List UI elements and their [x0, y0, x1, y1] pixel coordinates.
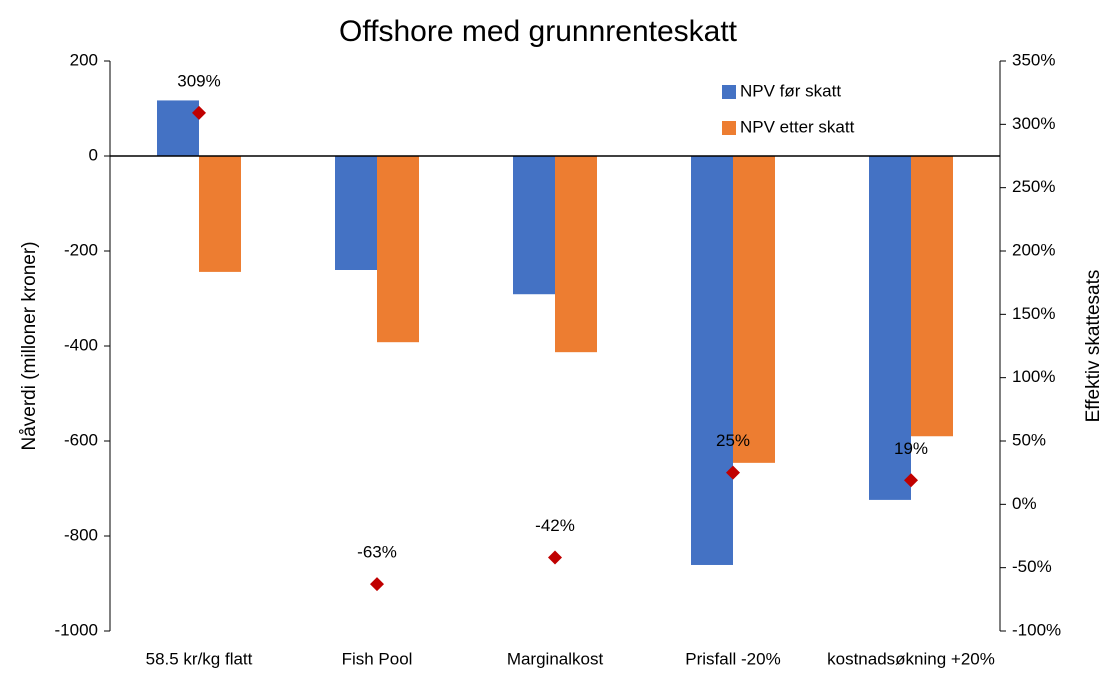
- y2-tick-label: 150%: [1012, 304, 1055, 323]
- y2-tick-label: 0%: [1012, 494, 1037, 513]
- x-tick-label: Prisfall -20%: [685, 649, 780, 668]
- bar: [733, 156, 775, 463]
- y-tick-label: -200: [64, 240, 98, 259]
- y-axis-title: Nåverdi (milloner kroner): [19, 241, 40, 450]
- y2-tick-label: 100%: [1012, 367, 1055, 386]
- y-tick-label: -800: [64, 525, 98, 544]
- bar: [691, 156, 733, 565]
- marker: [192, 105, 206, 120]
- bar: [513, 156, 555, 295]
- x-tick-label: Marginalkost: [507, 649, 604, 668]
- bar: [199, 156, 241, 272]
- y2-tick-label: -50%: [1012, 557, 1052, 576]
- marker: [726, 465, 740, 480]
- legend-swatch: [722, 85, 736, 99]
- y2-tick-label: 350%: [1012, 50, 1055, 69]
- data-label: 309%: [177, 71, 220, 90]
- y-tick-label: -600: [64, 430, 98, 449]
- bar: [335, 156, 377, 270]
- bar: [377, 156, 419, 343]
- data-label: 25%: [716, 431, 750, 450]
- y-tick-label: 0: [89, 145, 98, 164]
- marker: [370, 577, 384, 592]
- y2-tick-label: 250%: [1012, 177, 1055, 196]
- y-tick-label: -1000: [55, 620, 98, 639]
- marker: [548, 550, 562, 565]
- legend-swatch: [722, 121, 736, 135]
- y2-tick-label: 300%: [1012, 114, 1055, 133]
- data-label: 19%: [894, 439, 928, 458]
- data-label: -63%: [357, 543, 397, 562]
- data-label: -42%: [535, 516, 575, 535]
- y-tick-label: 200: [70, 50, 98, 69]
- x-tick-label: Fish Pool: [342, 649, 413, 668]
- bar: [555, 156, 597, 353]
- chart-title: Offshore med grunnrenteskatt: [339, 15, 738, 48]
- x-tick-label: kostnadsøkning +20%: [827, 649, 995, 668]
- y-tick-label: -400: [64, 335, 98, 354]
- x-tick-label: 58.5 kr/kg flatt: [146, 649, 253, 668]
- bar: [869, 156, 911, 500]
- legend-label: NPV før skatt: [740, 81, 841, 100]
- y2-axis-title: Effektiv skattesats: [1083, 270, 1104, 423]
- bar: [157, 100, 199, 156]
- legend-label: NPV etter skatt: [740, 117, 855, 136]
- y2-tick-label: -100%: [1012, 620, 1061, 639]
- y2-tick-label: 50%: [1012, 430, 1046, 449]
- bar: [911, 156, 953, 437]
- marker: [904, 473, 918, 488]
- y2-tick-label: 200%: [1012, 240, 1055, 259]
